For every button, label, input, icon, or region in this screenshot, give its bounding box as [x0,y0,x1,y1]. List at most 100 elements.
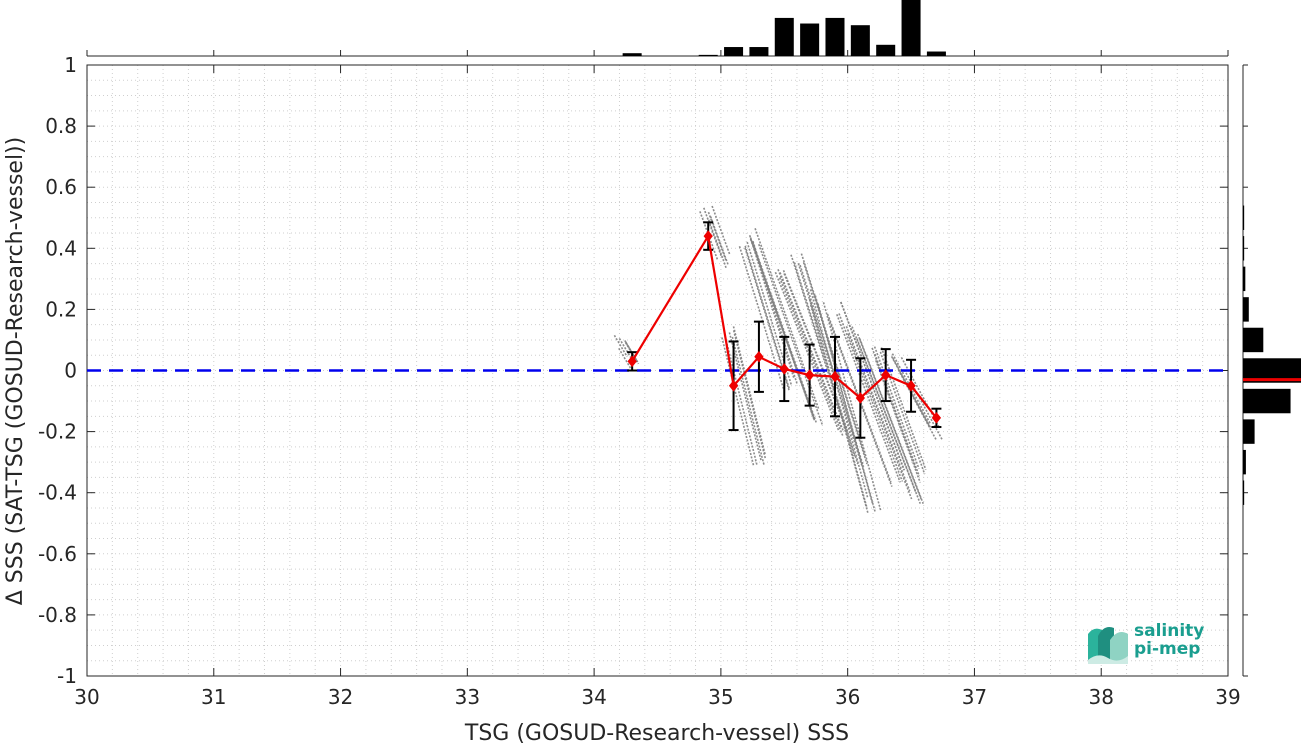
x-tick-label: 32 [328,685,353,709]
scatter-streak [738,246,785,391]
scatter-streak [790,254,856,457]
x-tick-label: 37 [962,685,987,709]
mean-point [627,355,637,368]
top-hist-bar [825,17,845,57]
right-hist-bar [1243,480,1245,505]
mean-point [855,392,865,404]
y-tick-label: 1 [64,53,77,77]
scatter-streak [873,346,920,470]
scatter-streak [851,326,917,492]
scatter-streak [817,303,876,512]
scatter-streak [707,211,727,262]
wave-icon [1088,627,1128,664]
top-hist-bar [901,0,921,56]
tick-labels: 30 31 32 33 34 35 36 37 38 39 -1 -0.8 -0.6 -0.4 -0.2 0 0… [38,53,1241,709]
scatter-streak [903,369,944,441]
right-hist-bar [1243,449,1246,475]
scatter-streak [847,333,913,500]
scatter-streak [782,270,848,430]
mean-point [703,230,713,242]
mean-point [906,379,916,392]
top-hist-bar [698,54,718,56]
scatter-streak [703,207,723,257]
top-histogram [86,0,1229,57]
top-hist-bar [622,53,642,56]
scatter-streak [840,301,905,471]
scatter-streak [774,271,840,432]
x-tick-label: 35 [708,685,733,709]
scatter-streak [758,243,823,425]
scatter-streak [800,253,866,456]
mean-point [881,369,891,381]
scatter-streak [731,336,765,466]
y-tick-label: 0.6 [45,175,77,199]
right-hist-bar [1243,388,1291,414]
scatter-streak [711,205,731,256]
scatter-streak [724,336,758,466]
right-hist-bar [1243,419,1255,444]
scatter-streak [707,219,728,269]
y-tick-label: -0.6 [38,542,77,566]
logo-text-line1: salinity [1134,621,1205,641]
scatter-streak [836,314,901,483]
y-tick-label: 0.4 [45,236,77,260]
y-tick-label: -0.8 [38,603,77,627]
salinity-pi-mep-logo: salinity pi-mep [1084,620,1214,666]
mean-point [779,363,789,375]
right-hist-bar [1243,327,1264,353]
y-tick-label: 0.8 [45,114,77,138]
scatter-streak [859,338,924,504]
y-tick-label: 0.2 [45,297,77,321]
top-hist-bar [800,23,820,56]
scatter-streak [749,237,815,418]
x-tick-label: 34 [581,685,606,709]
binned-mean-series [627,230,942,424]
scatter-streak [618,338,633,361]
right-hist-bar [1243,236,1245,261]
top-hist-bar [926,51,946,56]
scatter-streak [809,304,869,513]
scatter-streak [875,360,921,483]
scatter-streak [838,313,904,482]
scatter-streak [827,318,893,487]
scatter-streak [746,241,793,386]
scatter-streak [732,330,767,459]
x-tick-label: 38 [1088,685,1113,709]
scatter-streak [840,301,905,471]
scatter-streak [880,347,927,470]
top-hist-bar [876,44,896,56]
scatter-streak [744,247,791,392]
scatter-streak [613,334,628,358]
scatter-points [613,205,944,513]
error-bars [627,221,942,439]
top-hist-bar [850,25,870,56]
scatter-streak [728,332,762,461]
top-hist-bar [749,47,769,56]
right-histogram [1242,64,1301,677]
scatter-streak [900,357,941,429]
right-hist-bar [1243,297,1249,322]
scatter-streak [744,245,791,390]
scatter-streak [778,277,844,437]
x-tick-label: 36 [835,685,860,709]
logo-text-line2: pi-mep [1134,639,1201,659]
mean-point [931,412,942,424]
y-tick-label: -0.2 [38,420,77,444]
scatter-streak [709,216,729,266]
scatter-streak [845,326,911,492]
x-axis-label: TSG (GOSUD-Research-vessel) SSS [464,721,849,745]
top-hist-bar [724,47,744,56]
mean-point [804,369,815,381]
right-hist-bar [1243,266,1246,292]
scatter-streak [752,241,817,423]
x-tick-label: 31 [201,685,226,709]
y-tick-label: 0 [64,359,77,383]
scatter-streak [732,326,766,455]
scatter-streak [618,347,633,371]
scatter-streak [809,289,869,498]
mean-point [754,350,764,363]
mean-point [830,370,840,383]
mean-point [728,379,739,392]
